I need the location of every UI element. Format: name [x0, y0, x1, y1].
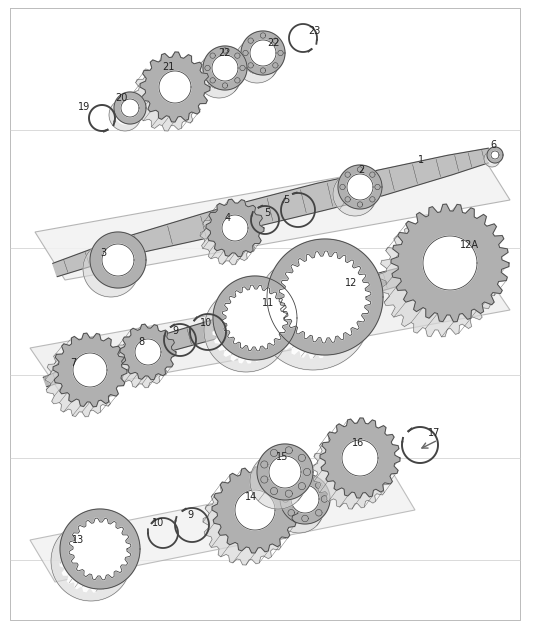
Polygon shape: [280, 474, 330, 524]
Text: 17: 17: [428, 428, 440, 438]
Text: 14: 14: [245, 492, 257, 502]
Polygon shape: [241, 31, 285, 75]
Text: 9: 9: [187, 510, 193, 520]
Text: 6: 6: [490, 140, 496, 150]
Polygon shape: [200, 207, 258, 265]
Polygon shape: [250, 40, 276, 66]
Polygon shape: [114, 332, 170, 388]
Polygon shape: [222, 215, 248, 241]
Polygon shape: [491, 151, 499, 159]
Polygon shape: [267, 239, 383, 355]
Polygon shape: [109, 99, 141, 131]
Text: 10: 10: [152, 518, 164, 528]
Polygon shape: [391, 204, 509, 322]
Polygon shape: [212, 467, 298, 553]
Polygon shape: [133, 61, 203, 131]
Polygon shape: [135, 339, 161, 365]
Polygon shape: [204, 288, 288, 372]
Polygon shape: [291, 485, 319, 513]
Polygon shape: [213, 276, 297, 360]
Polygon shape: [116, 106, 134, 124]
Polygon shape: [53, 333, 127, 407]
Polygon shape: [197, 54, 241, 98]
Polygon shape: [203, 46, 247, 90]
Text: 22: 22: [267, 38, 280, 48]
Polygon shape: [235, 490, 275, 530]
Polygon shape: [423, 236, 477, 290]
Polygon shape: [235, 39, 279, 83]
Text: 20: 20: [115, 93, 128, 103]
Polygon shape: [51, 521, 131, 601]
Polygon shape: [203, 479, 289, 565]
Polygon shape: [379, 219, 497, 337]
Text: 22: 22: [218, 48, 231, 58]
Text: 9: 9: [172, 326, 178, 336]
Polygon shape: [60, 530, 122, 592]
Polygon shape: [269, 456, 301, 488]
Text: 7: 7: [70, 358, 76, 368]
Text: 2: 2: [358, 165, 364, 175]
Polygon shape: [244, 48, 270, 74]
Text: 8: 8: [138, 337, 144, 347]
Polygon shape: [102, 244, 134, 276]
Polygon shape: [320, 418, 400, 498]
Polygon shape: [257, 444, 313, 500]
Polygon shape: [484, 151, 500, 167]
Polygon shape: [206, 199, 264, 257]
Text: 16: 16: [352, 438, 364, 448]
Polygon shape: [250, 453, 306, 509]
Text: 3: 3: [100, 248, 106, 258]
Polygon shape: [274, 483, 324, 533]
Text: 4: 4: [225, 213, 231, 223]
Polygon shape: [487, 147, 503, 163]
Polygon shape: [43, 247, 492, 387]
Polygon shape: [30, 468, 415, 582]
Polygon shape: [159, 71, 191, 103]
Text: 1: 1: [418, 155, 424, 165]
Polygon shape: [69, 518, 131, 580]
Polygon shape: [206, 63, 232, 89]
Polygon shape: [285, 494, 313, 522]
Polygon shape: [488, 155, 496, 163]
Text: 15: 15: [276, 452, 288, 462]
Polygon shape: [120, 324, 176, 380]
Polygon shape: [347, 174, 373, 200]
Polygon shape: [90, 232, 146, 288]
Text: 12: 12: [345, 278, 358, 288]
Polygon shape: [212, 55, 238, 81]
Text: 5: 5: [283, 195, 289, 205]
Polygon shape: [140, 52, 210, 122]
Text: 11: 11: [262, 298, 274, 308]
Text: 10: 10: [200, 318, 212, 328]
Polygon shape: [255, 254, 371, 370]
Polygon shape: [53, 148, 492, 276]
Polygon shape: [267, 266, 359, 358]
Polygon shape: [60, 509, 140, 589]
Text: 23: 23: [308, 26, 320, 36]
Polygon shape: [30, 266, 510, 392]
Polygon shape: [338, 165, 382, 209]
Polygon shape: [342, 181, 368, 207]
Polygon shape: [213, 297, 279, 363]
Polygon shape: [121, 99, 139, 117]
Polygon shape: [333, 172, 377, 216]
Polygon shape: [312, 429, 392, 509]
Polygon shape: [45, 343, 119, 417]
Polygon shape: [262, 465, 294, 497]
Polygon shape: [279, 251, 371, 343]
Text: 19: 19: [78, 102, 90, 112]
Text: 5: 5: [264, 208, 270, 218]
Text: 21: 21: [162, 62, 174, 72]
Polygon shape: [73, 353, 107, 387]
Polygon shape: [35, 152, 510, 280]
Polygon shape: [114, 92, 146, 124]
Polygon shape: [222, 285, 288, 351]
Polygon shape: [83, 241, 139, 297]
Text: 12A: 12A: [460, 240, 479, 250]
Polygon shape: [342, 440, 378, 476]
Polygon shape: [95, 253, 127, 285]
Text: 13: 13: [72, 535, 84, 545]
